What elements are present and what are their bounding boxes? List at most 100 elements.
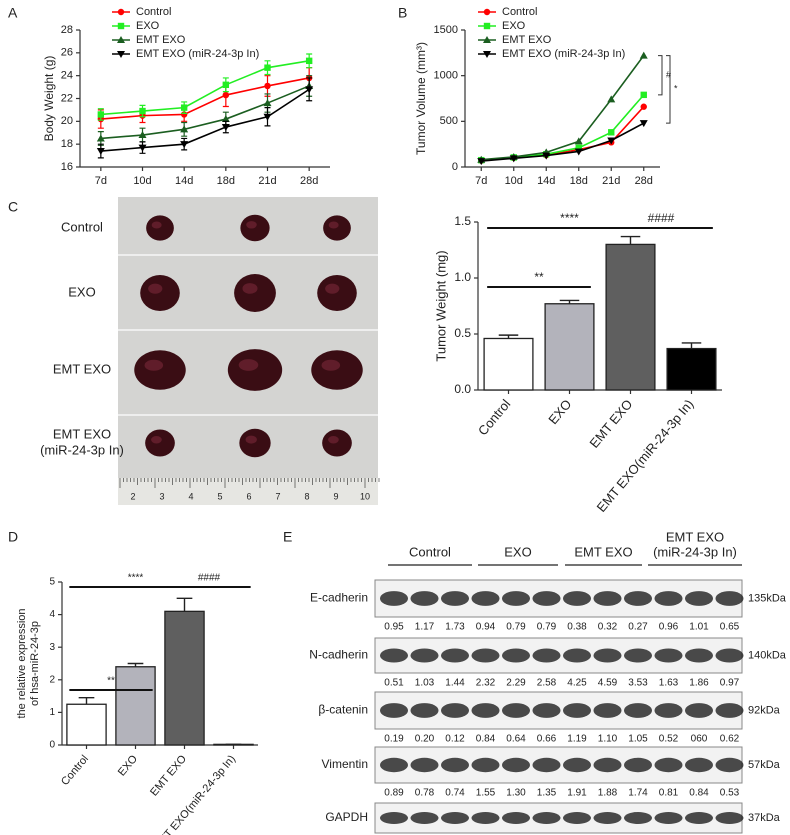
marker bbox=[607, 137, 616, 145]
band-value: 1.86 bbox=[689, 678, 709, 689]
row-label: EXO bbox=[68, 284, 95, 299]
significance-label: #### bbox=[648, 211, 675, 225]
y-tick-label: 3 bbox=[49, 642, 55, 653]
band bbox=[441, 812, 469, 824]
significance-label: ** bbox=[534, 270, 544, 284]
band bbox=[624, 757, 652, 773]
x-tick-label: EMT EXO bbox=[586, 396, 635, 450]
band bbox=[471, 812, 500, 824]
band bbox=[502, 757, 530, 773]
band-value: 1.17 bbox=[415, 622, 435, 633]
protein-label: Vimentin bbox=[322, 757, 368, 771]
ruler-label: 5 bbox=[217, 491, 222, 501]
marker bbox=[96, 148, 105, 156]
error-bar bbox=[78, 697, 95, 705]
marker bbox=[608, 129, 615, 136]
size-label: 57kDa bbox=[748, 759, 781, 771]
tumor bbox=[134, 350, 186, 390]
x-tick-label: 7d bbox=[475, 175, 487, 187]
y-tick-label: 22 bbox=[61, 92, 73, 104]
band bbox=[624, 591, 652, 606]
series-line bbox=[481, 106, 645, 162]
marker bbox=[222, 91, 230, 99]
band bbox=[441, 648, 469, 663]
band bbox=[685, 703, 713, 718]
y-tick-label: 5 bbox=[49, 577, 55, 588]
size-label: 135kDa bbox=[748, 592, 787, 604]
y-tick-label: 500 bbox=[440, 115, 458, 127]
band bbox=[380, 648, 408, 663]
legend-label: EMT EXO (miR-24-3p In) bbox=[502, 48, 625, 60]
significance-label: # bbox=[666, 70, 671, 80]
marker bbox=[574, 137, 583, 145]
band-value: 3.53 bbox=[628, 678, 648, 689]
bar bbox=[66, 703, 107, 746]
tumor bbox=[311, 350, 363, 390]
ruler-label: 7 bbox=[275, 491, 280, 501]
marker bbox=[305, 86, 314, 94]
marker bbox=[138, 131, 147, 139]
ruler bbox=[118, 478, 378, 505]
marker bbox=[640, 103, 647, 110]
band-value: 1.03 bbox=[415, 678, 435, 689]
error-bar bbox=[176, 597, 193, 612]
band-value: 4.25 bbox=[567, 678, 587, 689]
y-tick-label: 0 bbox=[49, 740, 55, 751]
legend-label: EXO bbox=[136, 20, 160, 32]
significance-label: ** bbox=[107, 676, 115, 687]
band bbox=[441, 757, 469, 773]
y-axis-label: Tumor Weight (mg) bbox=[433, 250, 448, 361]
size-label: 37kDa bbox=[748, 812, 781, 824]
band bbox=[532, 591, 561, 606]
ruler-label: 9 bbox=[333, 491, 338, 501]
band bbox=[532, 648, 561, 663]
band bbox=[654, 703, 683, 718]
tumor-highlight bbox=[246, 221, 257, 229]
band bbox=[624, 648, 652, 663]
band bbox=[502, 812, 530, 824]
band bbox=[410, 757, 439, 773]
band bbox=[593, 757, 622, 773]
legend-label: Control bbox=[502, 6, 537, 18]
bar bbox=[164, 610, 205, 746]
band-value: 0.79 bbox=[506, 622, 526, 633]
band-value: 0.64 bbox=[506, 734, 526, 745]
band-value: 0.38 bbox=[567, 622, 587, 633]
band bbox=[502, 648, 530, 663]
protein-label: β-catenin bbox=[318, 703, 368, 717]
band bbox=[624, 703, 652, 718]
tumor-highlight bbox=[242, 283, 258, 294]
series-line bbox=[481, 122, 645, 162]
marker bbox=[222, 81, 230, 88]
band bbox=[410, 703, 439, 718]
x-tick-label: EMT EXO(miR-24-3p In) bbox=[152, 753, 238, 835]
band bbox=[410, 591, 439, 606]
legend-label: EMT EXO bbox=[502, 34, 552, 46]
tumor-highlight bbox=[328, 435, 339, 444]
band-value: 2.29 bbox=[506, 678, 526, 689]
band-value: 1.88 bbox=[598, 788, 618, 799]
x-tick-label: 21d bbox=[602, 175, 620, 187]
marker bbox=[483, 51, 491, 58]
y-tick-label: 0 bbox=[452, 161, 458, 173]
tumor bbox=[323, 215, 351, 241]
x-tick-label: 7d bbox=[95, 175, 107, 187]
legend-label: EMT EXO (miR-24-3p In) bbox=[136, 48, 259, 60]
band-value: 4.59 bbox=[598, 678, 618, 689]
tumor bbox=[240, 214, 270, 242]
series-line bbox=[481, 94, 645, 161]
band-value: 0.78 bbox=[415, 788, 435, 799]
tumor bbox=[145, 429, 175, 457]
marker bbox=[221, 124, 230, 132]
y-tick-label: 0.5 bbox=[454, 326, 471, 340]
panel-label: D bbox=[8, 529, 18, 545]
band bbox=[471, 648, 500, 663]
band bbox=[563, 703, 591, 718]
band-value: 1.10 bbox=[598, 734, 618, 745]
protein-label: GAPDH bbox=[325, 810, 368, 824]
legend-label: Control bbox=[136, 6, 171, 18]
tumor-highlight bbox=[328, 221, 339, 229]
band-value: 0.62 bbox=[720, 734, 740, 745]
row-label: (miR-24-3p In) bbox=[40, 442, 124, 457]
significance-label: #### bbox=[198, 573, 221, 584]
